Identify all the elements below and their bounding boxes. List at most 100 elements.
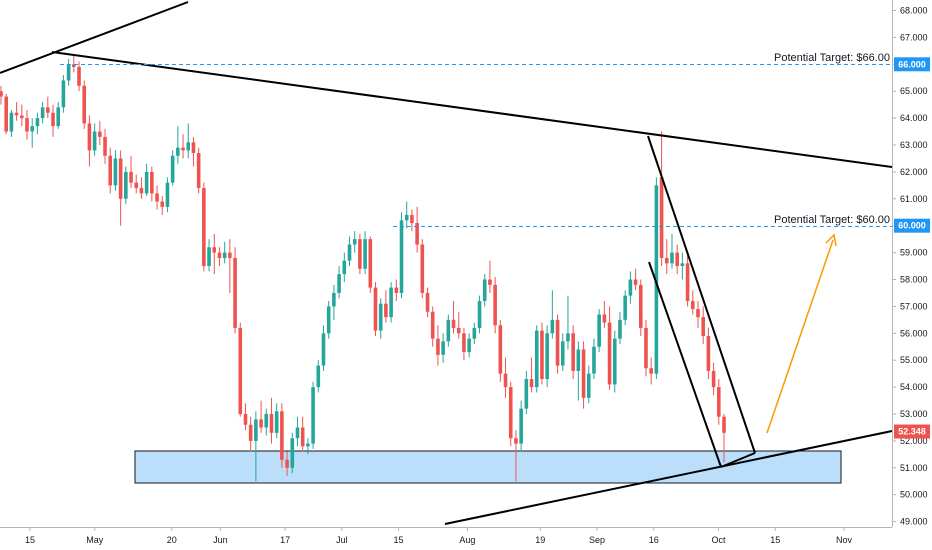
time-axis: 15 May 20 Jun 17 Jul 15 Aug 19 Sep 16 Oct 15 Nov bbox=[0, 527, 892, 545]
candle-body bbox=[337, 274, 341, 293]
candle bbox=[259, 400, 263, 433]
candle-body bbox=[274, 411, 279, 433]
candle bbox=[248, 416, 253, 452]
candle bbox=[384, 290, 388, 323]
candle bbox=[51, 104, 55, 137]
candle bbox=[295, 416, 300, 447]
candle bbox=[644, 319, 648, 377]
candle-body bbox=[680, 263, 685, 267]
candle bbox=[326, 301, 331, 339]
candle bbox=[269, 397, 274, 444]
candle bbox=[56, 101, 61, 129]
candle bbox=[243, 403, 248, 431]
candle bbox=[337, 266, 341, 299]
candle bbox=[456, 311, 461, 339]
candle-body bbox=[20, 115, 24, 119]
candle bbox=[472, 322, 477, 345]
candle bbox=[139, 177, 144, 199]
candle bbox=[150, 166, 154, 202]
candle-body bbox=[259, 419, 263, 428]
candle bbox=[233, 247, 237, 334]
candle-body bbox=[212, 247, 217, 253]
candle bbox=[98, 120, 102, 145]
candle-body bbox=[685, 263, 690, 302]
candle bbox=[20, 104, 24, 127]
candle-body bbox=[498, 325, 503, 374]
trendlines bbox=[0, 1, 893, 525]
candle bbox=[628, 271, 633, 304]
candle bbox=[170, 150, 175, 186]
candle bbox=[706, 327, 711, 380]
candle bbox=[40, 101, 45, 124]
x-tick-label: Jun bbox=[213, 535, 228, 545]
y-tick-label: 62.000 bbox=[900, 167, 928, 177]
candle bbox=[394, 279, 399, 302]
candle-body bbox=[238, 327, 243, 414]
candle-body bbox=[191, 142, 196, 154]
candle bbox=[228, 239, 232, 293]
y-tick-label: 49.000 bbox=[900, 517, 928, 527]
candle-body bbox=[66, 64, 71, 81]
candle bbox=[529, 357, 534, 393]
candle bbox=[118, 150, 123, 226]
candle bbox=[555, 314, 560, 374]
x-tick-label: 16 bbox=[649, 535, 659, 545]
candle-body bbox=[56, 107, 61, 127]
candle bbox=[488, 260, 492, 293]
candle bbox=[566, 295, 570, 350]
candle bbox=[202, 182, 206, 272]
candle-body bbox=[181, 147, 185, 151]
annotation-target-66: Potential Target: $66.00 bbox=[774, 52, 890, 64]
candle bbox=[540, 322, 544, 385]
candle bbox=[602, 301, 607, 328]
candle-body bbox=[254, 419, 258, 441]
candle bbox=[176, 126, 180, 164]
candle-body bbox=[139, 188, 144, 194]
candle bbox=[399, 212, 404, 299]
candle bbox=[82, 80, 87, 129]
candle-body bbox=[384, 303, 388, 318]
candle bbox=[716, 379, 721, 425]
x-tick-label: 15 bbox=[25, 535, 35, 545]
candle-body bbox=[77, 66, 81, 86]
candle bbox=[212, 233, 217, 275]
candle-body bbox=[456, 327, 461, 334]
price-tags: 66.000 60.000 52.348 bbox=[894, 57, 930, 439]
candle bbox=[670, 233, 674, 269]
x-tick-label: 20 bbox=[167, 535, 177, 545]
candle-body bbox=[46, 107, 50, 113]
candle-body bbox=[576, 349, 581, 371]
candle-body bbox=[103, 136, 107, 156]
wedge-line-left bbox=[648, 261, 722, 468]
candle bbox=[560, 333, 565, 371]
candle-body bbox=[248, 424, 253, 441]
candle bbox=[410, 209, 414, 232]
candle bbox=[482, 274, 487, 307]
candle-body bbox=[716, 387, 721, 417]
x-tick-label: Oct bbox=[711, 535, 726, 545]
candle-body bbox=[14, 112, 19, 116]
candle-body bbox=[160, 201, 165, 207]
price-tag bbox=[894, 218, 930, 233]
candle-body bbox=[623, 295, 627, 320]
candle-body bbox=[72, 64, 76, 67]
candle bbox=[462, 327, 466, 361]
candle bbox=[701, 306, 705, 345]
candle-body bbox=[35, 118, 40, 127]
candle bbox=[134, 174, 139, 194]
candle bbox=[124, 166, 128, 205]
candle-body bbox=[155, 193, 159, 202]
candle-body bbox=[664, 257, 669, 264]
candle-body bbox=[394, 287, 399, 293]
candle bbox=[290, 432, 295, 474]
candle-body bbox=[477, 301, 482, 328]
candle-body bbox=[363, 239, 367, 269]
candle-body bbox=[472, 327, 477, 339]
y-tick-label: 61.000 bbox=[900, 194, 928, 204]
candle-body bbox=[332, 292, 336, 307]
candle bbox=[597, 309, 601, 353]
candle-body bbox=[202, 188, 206, 267]
annotation-target-60: Potential Target: $60.00 bbox=[774, 214, 890, 226]
candle bbox=[316, 360, 321, 393]
